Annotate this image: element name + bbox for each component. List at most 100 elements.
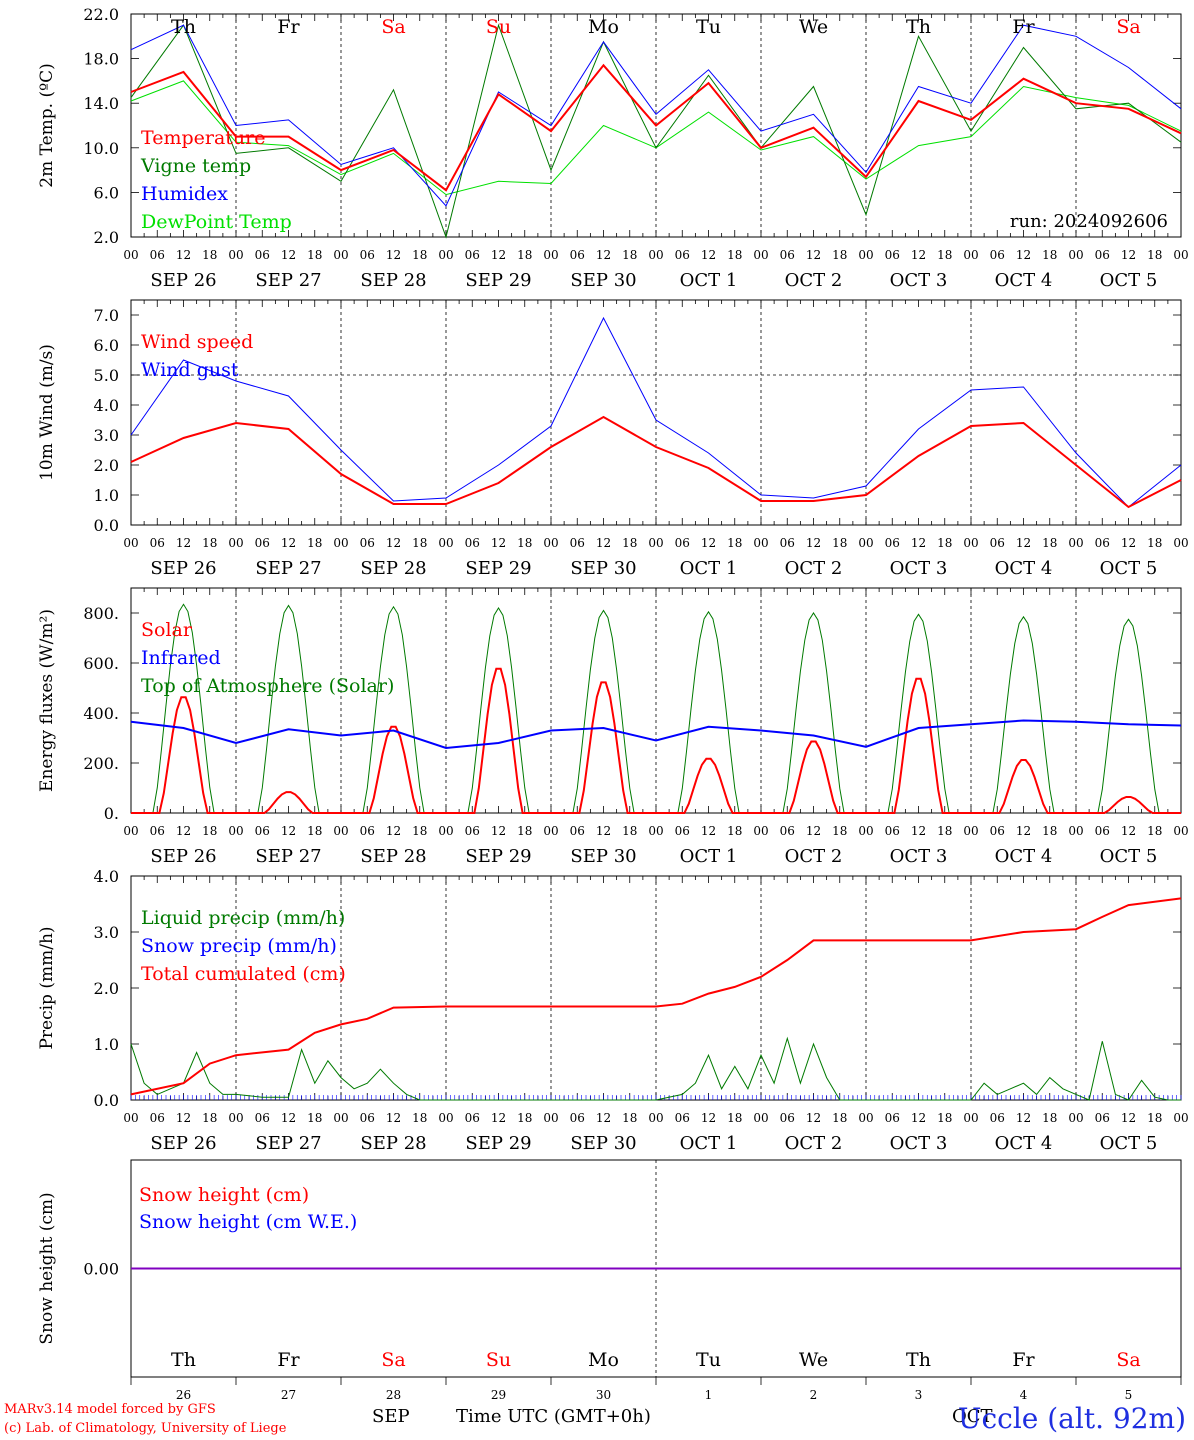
hour-label: 06: [675, 1111, 690, 1125]
hour-label: 12: [386, 1111, 401, 1125]
y-tick-label: 14.0: [83, 94, 119, 113]
hour-label: 18: [412, 1111, 427, 1125]
date-label: SEP 28: [360, 558, 426, 579]
date-label: SEP 27: [255, 558, 321, 579]
hour-label: 00: [753, 248, 768, 262]
hour-label: 00: [858, 1111, 873, 1125]
date-label: OCT 4: [995, 846, 1053, 867]
legend-top-of-atmosphere-solar-: Top of Atmosphere (Solar): [141, 675, 394, 697]
legend-total-cumulated-cm-: Total cumulated (cm): [141, 963, 346, 985]
date-label: OCT 3: [890, 558, 948, 579]
y-tick-label: 800.: [83, 604, 119, 623]
hour-label: 00: [1068, 536, 1083, 550]
hour-label: 12: [1016, 1111, 1031, 1125]
weekday-label: Fr: [277, 1349, 300, 1371]
hour-label: 12: [701, 536, 716, 550]
hour-label: 06: [570, 536, 585, 550]
hour-label: 06: [1095, 536, 1110, 550]
hour-label: 06: [255, 536, 270, 550]
hour-label: 12: [176, 1111, 191, 1125]
hour-label: 00: [333, 536, 348, 550]
weekday-label: We: [799, 1349, 828, 1371]
hour-label: 00: [753, 824, 768, 838]
hour-label: 00: [333, 248, 348, 262]
date-label: OCT 1: [680, 846, 738, 867]
month-label-sep: SEP: [372, 1406, 410, 1427]
hour-label: 12: [701, 1111, 716, 1125]
hour-label: 12: [806, 1111, 821, 1125]
hour-label: 18: [832, 536, 847, 550]
date-label: OCT 4: [995, 1133, 1053, 1154]
weekday-label: Th: [171, 16, 196, 38]
hour-label: 12: [596, 536, 611, 550]
hour-label: 06: [675, 536, 690, 550]
legend-snow-height-cm: Snow height (cm): [139, 1184, 309, 1206]
hour-label: 00: [963, 536, 978, 550]
date-label: OCT 5: [1100, 1133, 1158, 1154]
hour-label: 00: [438, 536, 453, 550]
hour-label: 18: [622, 248, 637, 262]
hour-label: 12: [491, 248, 506, 262]
hour-label: 12: [806, 824, 821, 838]
date-label: SEP 26: [150, 846, 216, 867]
hour-label: 00: [228, 248, 243, 262]
hour-label: 06: [990, 1111, 1005, 1125]
hour-label: 18: [937, 248, 952, 262]
weekday-label: Sa: [1116, 16, 1140, 38]
hour-label: 00: [123, 536, 138, 550]
hour-label: 00: [438, 1111, 453, 1125]
date-label: SEP 30: [570, 1133, 636, 1154]
hour-label: 00: [228, 1111, 243, 1125]
legend-humidex: Humidex: [141, 183, 228, 205]
panel-5: 0.00 Snow height (cm) Snow height (cm) Snow…: [37, 1159, 1182, 1402]
hour-label: 18: [622, 824, 637, 838]
hour-label: 06: [570, 824, 585, 838]
hour-label: 00: [648, 824, 663, 838]
date-label: SEP 30: [570, 558, 636, 579]
legend-infrared: Infrared: [141, 647, 221, 669]
plot-frame: [130, 299, 1182, 526]
date-label: OCT 5: [1100, 270, 1158, 291]
hour-label: 18: [412, 536, 427, 550]
hour-label: 12: [491, 536, 506, 550]
date-label: OCT 2: [785, 558, 843, 579]
hour-label: 12: [911, 1111, 926, 1125]
y-tick-label: 6.0: [94, 183, 119, 202]
credit-lab: (c) Lab. of Climatology, University of L…: [4, 1421, 287, 1436]
hour-label: 00: [963, 1111, 978, 1125]
run-label: run: 2024092606: [1010, 211, 1168, 232]
date-label: SEP 29: [465, 270, 531, 291]
date-label: OCT 3: [890, 270, 948, 291]
hour-label: 06: [780, 1111, 795, 1125]
hour-label: 18: [727, 248, 742, 262]
hour-label: 18: [1147, 248, 1162, 262]
hour-label: 18: [727, 1111, 742, 1125]
hour-label: 18: [517, 1111, 532, 1125]
hour-label: 18: [202, 824, 217, 838]
hour-label: 06: [675, 824, 690, 838]
weekday-label: Th: [171, 1349, 196, 1371]
panel-1: 00 06 12 18 00 06 12 18 00 06 12 18 00 06 12 18 00 06 12 18…: [37, 5, 1189, 291]
hour-label: 12: [806, 536, 821, 550]
series-line-infrared: [130, 719, 1182, 750]
weekday-label: Sa: [381, 16, 405, 38]
weekday-label: Mo: [588, 1349, 619, 1371]
hour-label: 06: [780, 248, 795, 262]
hour-label: 06: [360, 536, 375, 550]
hour-label: 06: [255, 248, 270, 262]
hour-label: 12: [1121, 1111, 1136, 1125]
hour-label: 18: [1147, 536, 1162, 550]
day-number-label: 29: [491, 1388, 506, 1402]
weekday-label: Su: [486, 16, 511, 38]
y-tick-label: 22.0: [83, 5, 119, 24]
y-tick-label: 4.0: [94, 396, 119, 415]
hour-label: 18: [622, 536, 637, 550]
date-label: SEP 30: [570, 270, 636, 291]
hour-label: 06: [255, 824, 270, 838]
y-tick-label: 3.0: [94, 923, 119, 942]
day-number-label: 27: [281, 1388, 296, 1402]
hour-label: 06: [360, 1111, 375, 1125]
hour-label: 06: [150, 248, 165, 262]
y-tick-label: 1.0: [94, 1035, 119, 1054]
